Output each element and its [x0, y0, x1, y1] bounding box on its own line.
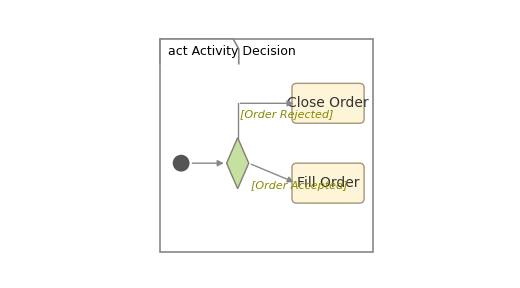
Circle shape — [173, 155, 190, 172]
Text: Fill Order: Fill Order — [297, 176, 359, 190]
Text: [Order Accepted]: [Order Accepted] — [251, 181, 347, 191]
Text: act Activity Decision: act Activity Decision — [168, 45, 295, 58]
Text: Close Order: Close Order — [287, 96, 369, 110]
FancyBboxPatch shape — [292, 83, 364, 123]
Polygon shape — [160, 39, 239, 65]
FancyBboxPatch shape — [292, 163, 364, 203]
Polygon shape — [227, 138, 249, 189]
Text: [Order Rejected]: [Order Rejected] — [240, 110, 333, 120]
